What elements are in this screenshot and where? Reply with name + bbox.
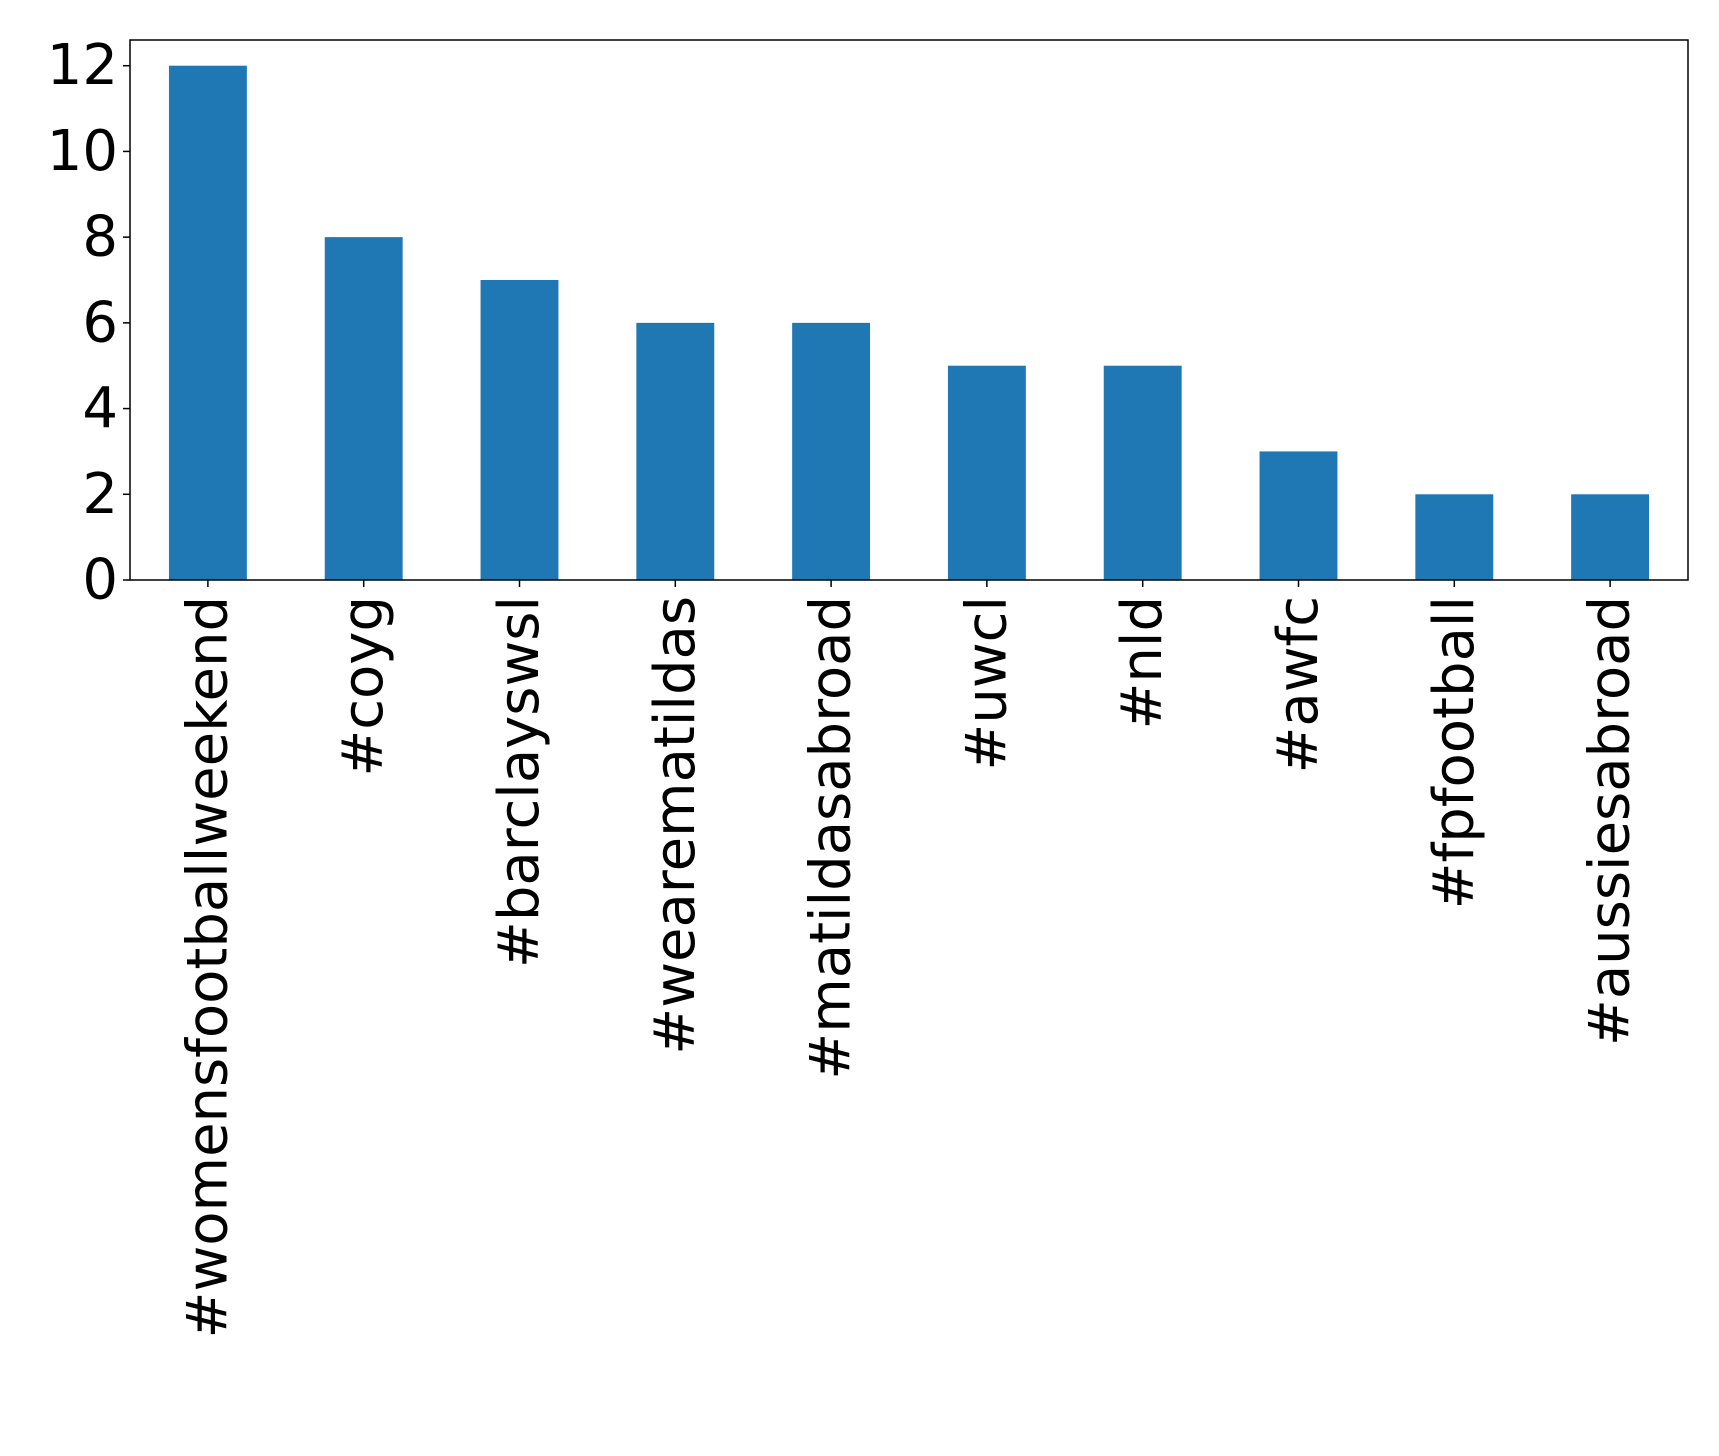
y-tick-label: 8 — [82, 205, 118, 270]
bar-fpfootball — [1415, 494, 1494, 580]
y-tick-label: 2 — [82, 462, 118, 527]
y-tick-label: 0 — [82, 548, 118, 613]
bars-group — [168, 65, 1650, 580]
x-tick-label: #barclayswsl — [487, 596, 552, 968]
x-tick-label: #aussiesabroad — [1578, 596, 1643, 1046]
x-tick-label: #uwcl — [954, 596, 1019, 771]
bar-womensfootballweekend — [168, 65, 247, 580]
bar-aussiesabroad — [1571, 494, 1650, 580]
bar-coyg — [324, 237, 403, 580]
x-axis: #womensfootballweekend #coyg #barclayswsl #… — [175, 580, 1643, 1338]
x-tick-label: #wearematildas — [643, 596, 708, 1055]
y-tick-label: 4 — [82, 376, 118, 441]
x-tick-label: #nld — [1110, 596, 1175, 730]
x-tick-label: #matildasabroad — [799, 596, 864, 1080]
bar-wearematildas — [636, 322, 715, 580]
bar-barclayswsl — [480, 280, 559, 580]
x-tick-label: #fpfootball — [1422, 596, 1487, 909]
plot-frame — [129, 39, 1689, 581]
y-tick-label: 12 — [47, 33, 118, 98]
y-axis: 0 2 4 6 8 10 12 — [47, 33, 130, 613]
bar-awfc — [1259, 451, 1338, 580]
x-tick-label: #awfc — [1266, 596, 1331, 774]
x-tick-label: #womensfootballweekend — [175, 596, 240, 1338]
bar-matildasabroad — [792, 322, 871, 580]
bar-uwcl — [947, 365, 1026, 580]
y-tick-label: 10 — [47, 119, 118, 184]
bar-nld — [1103, 365, 1182, 580]
x-tick-label: #coyg — [331, 596, 396, 777]
y-tick-label: 6 — [82, 290, 118, 355]
